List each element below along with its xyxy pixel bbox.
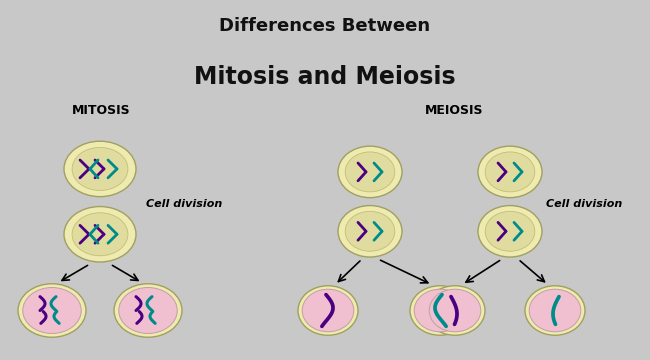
Text: Mitosis and Meiosis: Mitosis and Meiosis	[194, 65, 456, 89]
Ellipse shape	[18, 284, 86, 337]
Text: Cell division: Cell division	[546, 199, 622, 208]
Ellipse shape	[338, 146, 402, 198]
Ellipse shape	[23, 288, 81, 333]
Ellipse shape	[414, 289, 466, 332]
Ellipse shape	[485, 152, 535, 192]
Text: Differences Between: Differences Between	[220, 17, 430, 35]
Text: MITOSIS: MITOSIS	[72, 104, 131, 117]
Ellipse shape	[345, 152, 395, 192]
Ellipse shape	[338, 206, 402, 257]
Ellipse shape	[64, 141, 136, 197]
Ellipse shape	[298, 286, 358, 335]
Ellipse shape	[425, 286, 485, 335]
Ellipse shape	[478, 206, 542, 257]
Ellipse shape	[485, 211, 535, 251]
Ellipse shape	[525, 286, 585, 335]
Ellipse shape	[478, 146, 542, 198]
Ellipse shape	[114, 284, 182, 337]
Ellipse shape	[72, 148, 128, 190]
Ellipse shape	[410, 286, 470, 335]
Ellipse shape	[72, 213, 128, 256]
Text: MEIOSIS: MEIOSIS	[425, 104, 484, 117]
Ellipse shape	[119, 288, 177, 333]
Ellipse shape	[345, 211, 395, 251]
Ellipse shape	[64, 207, 136, 262]
Ellipse shape	[529, 289, 581, 332]
Text: Cell division: Cell division	[146, 199, 222, 208]
Ellipse shape	[302, 289, 354, 332]
Ellipse shape	[429, 289, 481, 332]
